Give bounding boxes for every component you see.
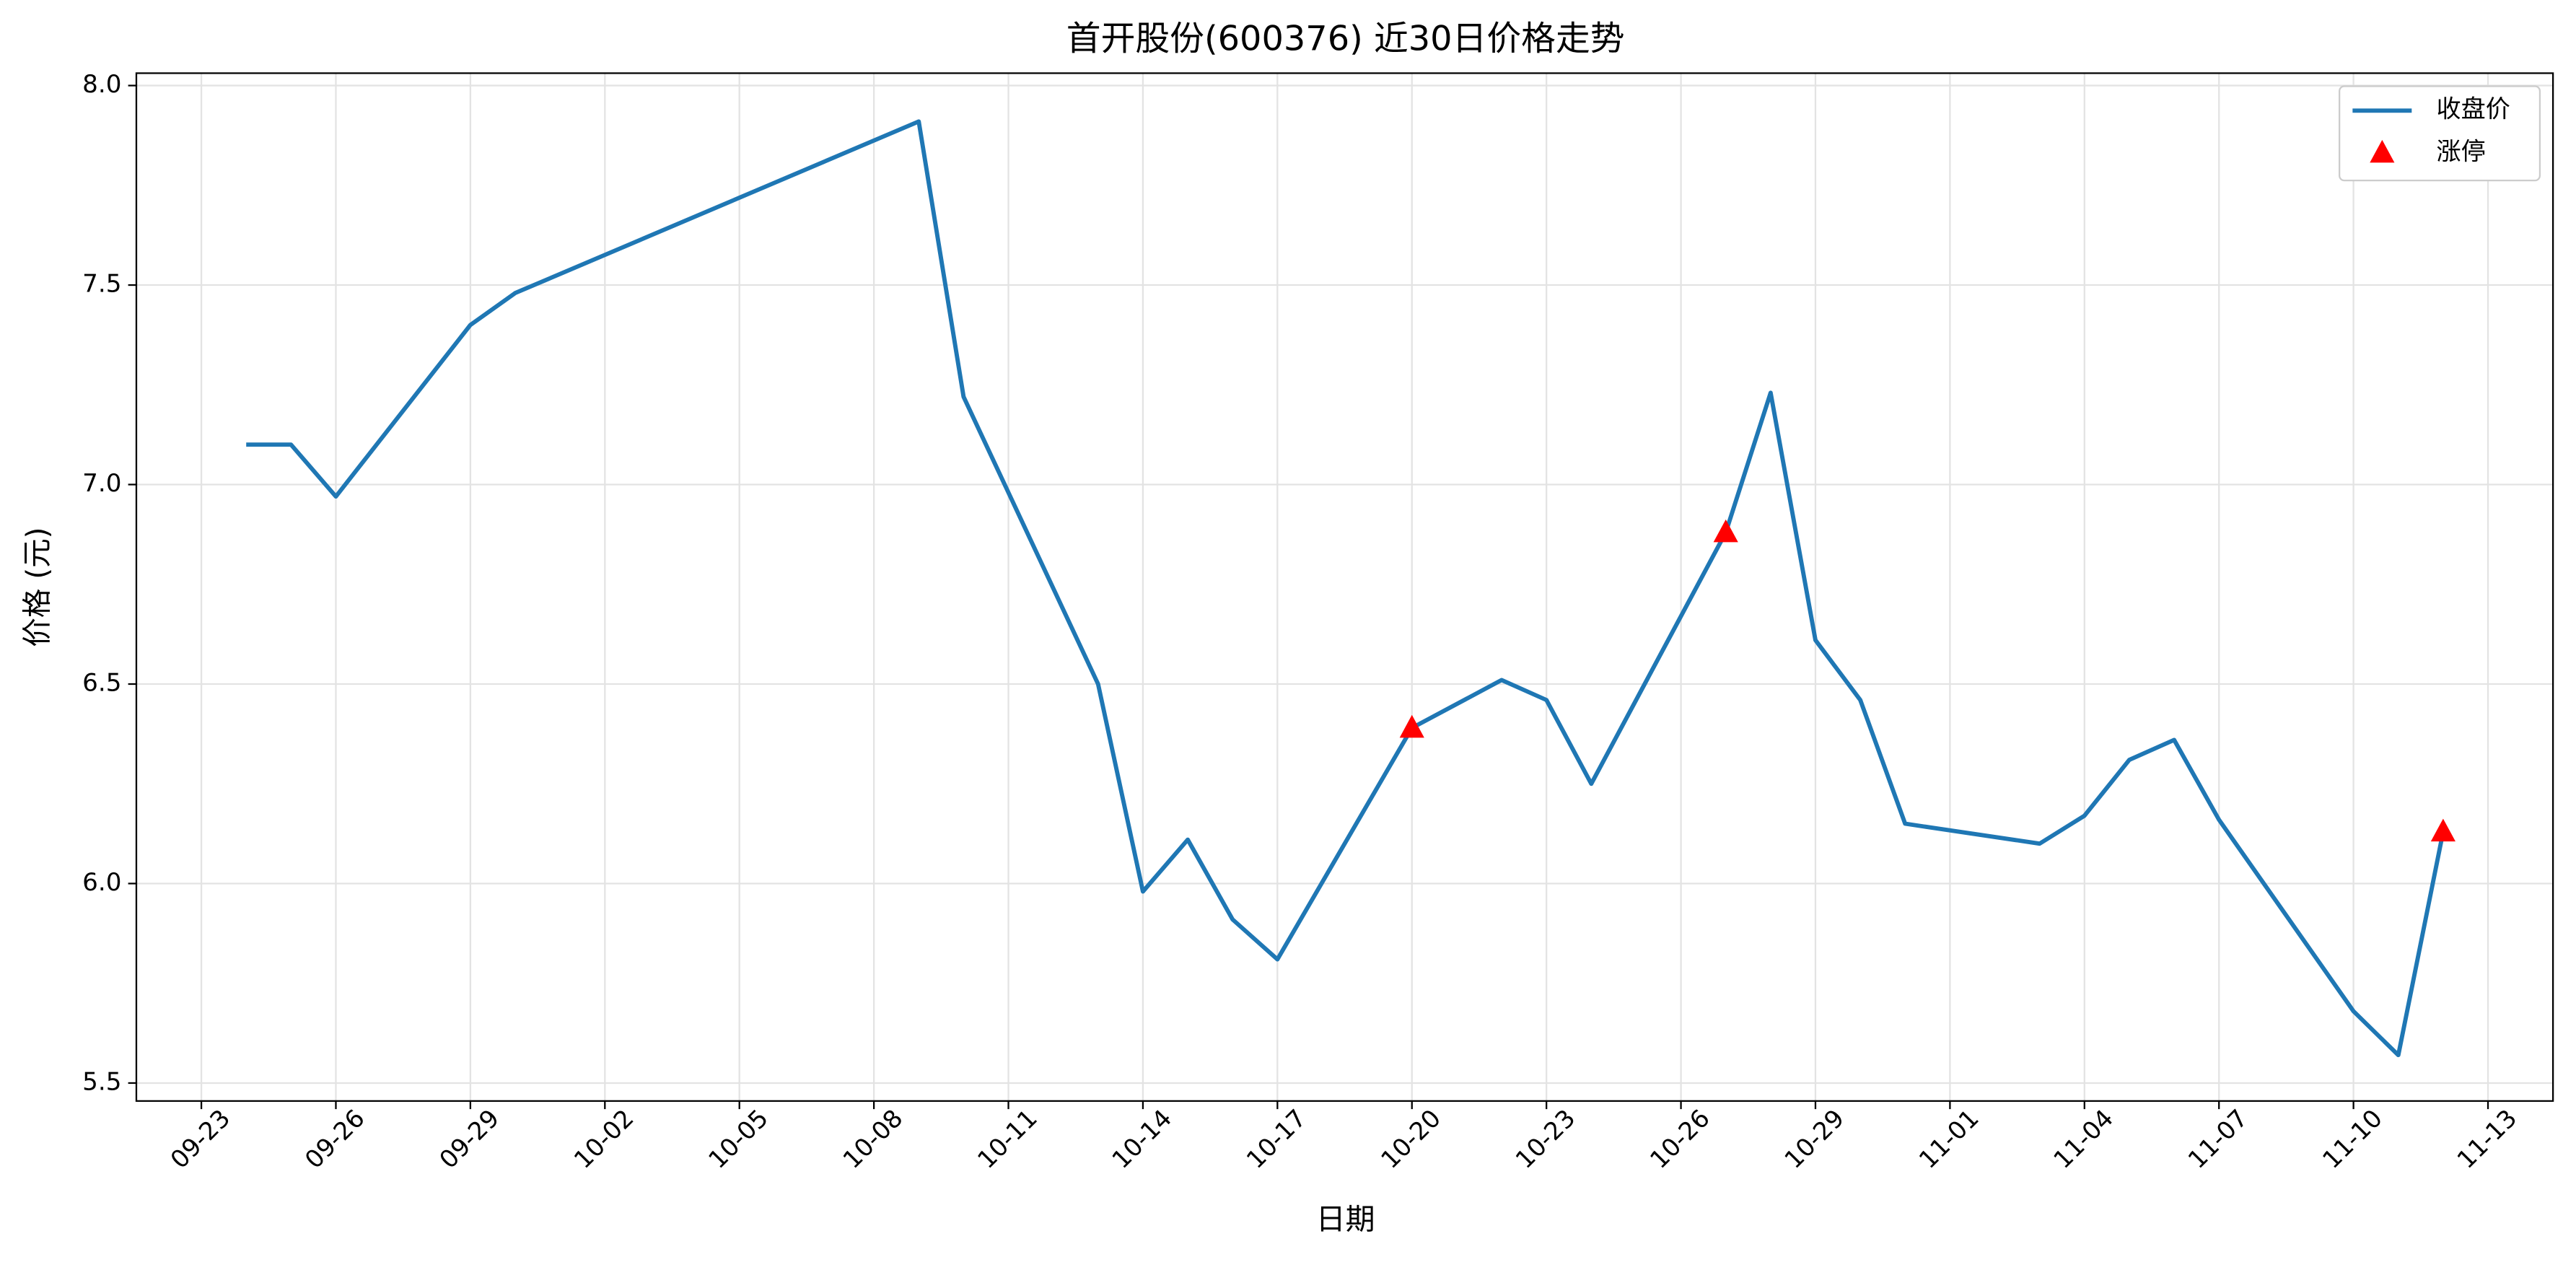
chart-title: 首开股份(600376) 近30日价格走势 (1066, 19, 1625, 58)
limit-up-marker (2430, 818, 2455, 842)
y-tick-label: 6.0 (82, 868, 121, 897)
x-axis-label: 日期 (1316, 1202, 1375, 1237)
price-line (246, 119, 2445, 1058)
y-tick-label: 6.5 (82, 669, 121, 698)
y-axis-label: 价格 (元) (20, 527, 55, 647)
plot-frame (135, 72, 2554, 1102)
legend-label: 涨停 (2436, 137, 2485, 166)
y-tick-label: 5.5 (82, 1068, 121, 1097)
limit-up-marker (1713, 519, 1738, 543)
y-tick-label: 8.0 (82, 70, 121, 99)
y-tick-label: 7.5 (82, 270, 121, 299)
y-tick-label: 7.0 (82, 469, 121, 498)
limit-up-marker (1399, 714, 1424, 738)
legend-label: 收盘价 (2436, 95, 2510, 124)
legend-swatch (2370, 139, 2395, 163)
